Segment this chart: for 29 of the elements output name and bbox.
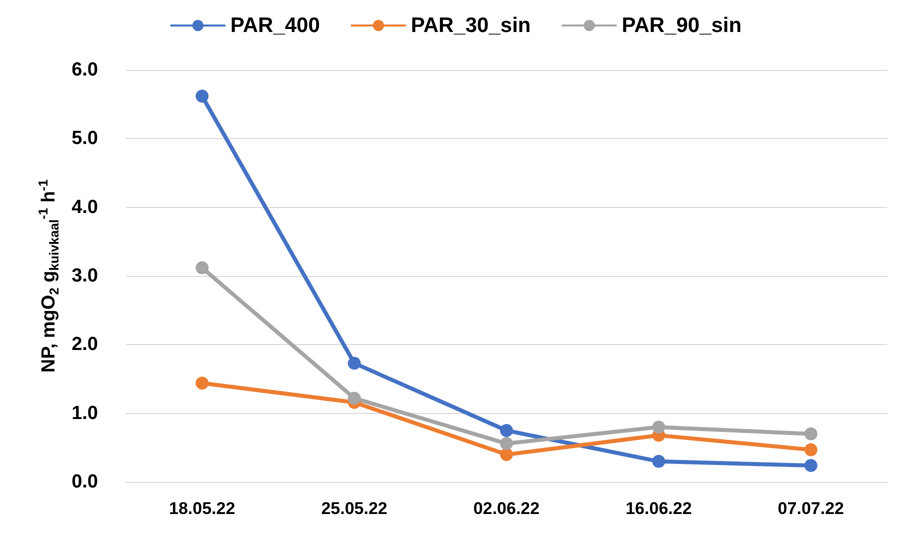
point [348,356,361,370]
point [500,437,513,450]
point [804,427,818,440]
point [804,459,818,472]
y-tick-label: 5.0 [72,128,98,150]
y-tick-label: 0.0 [72,472,98,492]
x-tick-label: 25.05.22 [321,499,388,518]
point [500,448,513,462]
x-tick-label: 07.07.22 [778,499,844,518]
x-tick-label: 02.06.22 [473,499,540,518]
y-tick-label: 4.0 [72,196,98,218]
x-tick-label: 16.06.22 [626,499,692,518]
y-tick-label: 2.0 [72,334,98,356]
point [348,392,361,405]
point [804,443,818,456]
legend-label: PAR_30_sin [410,14,531,37]
legend-label: PAR_90_sin [622,14,742,37]
y-axis-title: NP, mgO2 gkuivkaal-1 h-1 [36,179,62,373]
point [196,376,209,390]
legend-label: PAR_400 [230,14,320,37]
y-tick-label: 1.0 [72,402,98,424]
point [500,424,513,437]
y-tick-label: 3.0 [72,266,98,286]
x-tick-label: 18.05.22 [169,499,236,518]
point [652,454,666,468]
y-tick-label: 6.0 [72,60,98,80]
point [196,261,209,274]
point [196,90,209,103]
point [652,420,666,434]
